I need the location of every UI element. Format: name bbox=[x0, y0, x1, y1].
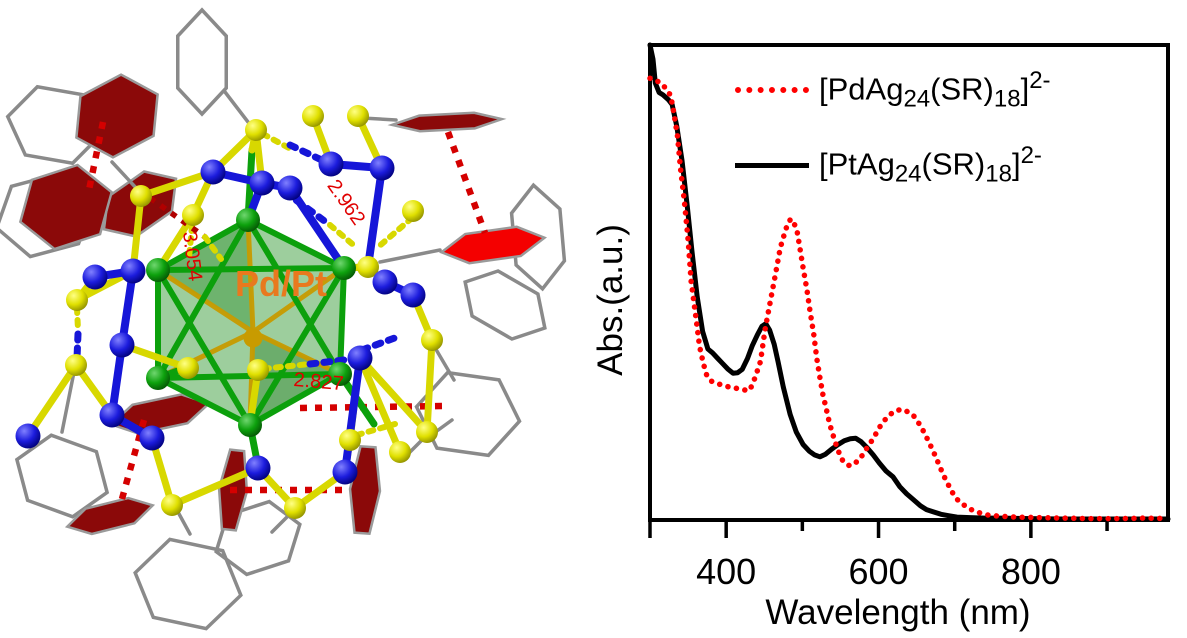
dashed-bonds bbox=[73, 131, 415, 438]
distance-label-2962: 2.962 bbox=[323, 176, 370, 230]
core-metal-atoms bbox=[146, 208, 356, 437]
x-tick-label: 600 bbox=[848, 551, 908, 592]
plot-area: 400 600 800 bbox=[647, 42, 1171, 592]
spectrum-panel: 400 600 800 Wavelength (nm) Abs.(a.u.) [Pd… bbox=[590, 0, 1187, 638]
central-metal-atom bbox=[243, 328, 263, 348]
chart-legend: [PdAg24(SR)18]2- [PtAg24(SR)18]2- bbox=[735, 66, 1051, 218]
legend-line-solid-black bbox=[735, 162, 809, 168]
y-axis-label: Abs.(a.u.) bbox=[591, 224, 630, 376]
x-tick-label: 800 bbox=[1001, 551, 1061, 592]
spectrum-curve-PdAg24 bbox=[647, 75, 1171, 522]
x-axis-label: Wavelength (nm) bbox=[765, 593, 1030, 632]
legend-item-pdag24: [PdAg24(SR)18]2- bbox=[735, 66, 1051, 113]
icosahedron-core bbox=[154, 146, 378, 470]
legend-item-ptag24: [PtAg24(SR)18]2- bbox=[735, 141, 1051, 188]
legend-label-pdag24: [PdAg24(SR)18]2- bbox=[819, 66, 1051, 113]
spectrum-curve-PtAg24 bbox=[647, 42, 1171, 522]
center-metal-label: Pd/Pt bbox=[235, 263, 327, 304]
legend-label-ptag24: [PtAg24(SR)18]2- bbox=[819, 141, 1042, 188]
molecular-structure: 2.962 3.054 2.827 Pd/Pt bbox=[0, 0, 620, 638]
pi-stacking-dashed-lines bbox=[85, 121, 489, 507]
sulfur-atoms bbox=[65, 105, 443, 519]
silver-atoms bbox=[15, 151, 426, 485]
absorption-spectrum-chart: 400 600 800 Wavelength (nm) Abs.(a.u.) bbox=[591, 42, 1171, 632]
x-tick-label: 400 bbox=[696, 551, 756, 592]
legend-line-dotted-red bbox=[735, 87, 809, 93]
distance-label-2827: 2.827 bbox=[293, 369, 345, 395]
axes-frame bbox=[648, 43, 1170, 522]
